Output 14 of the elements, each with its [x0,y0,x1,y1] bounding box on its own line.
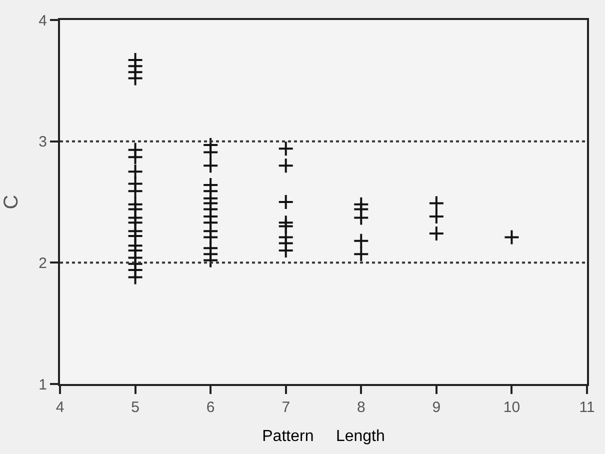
y-tick-label: 4 [38,12,47,30]
y-axis-title: C [0,194,23,210]
y-tick-label: 2 [38,254,47,272]
x-axis-title: Pattern Length [262,428,385,446]
x-tick-label: 11 [579,399,595,416]
x-tick-label: 10 [503,399,520,416]
x-tick-label: 4 [56,399,64,416]
x-tick-label: 5 [131,399,140,416]
x-tick-label: 7 [282,399,290,416]
x-tick-label: 6 [206,399,215,416]
y-tick-label: 1 [38,376,47,394]
x-tick-label: 9 [432,399,441,416]
y-tick-label: 3 [38,134,47,151]
x-tick-label: 8 [356,399,366,416]
